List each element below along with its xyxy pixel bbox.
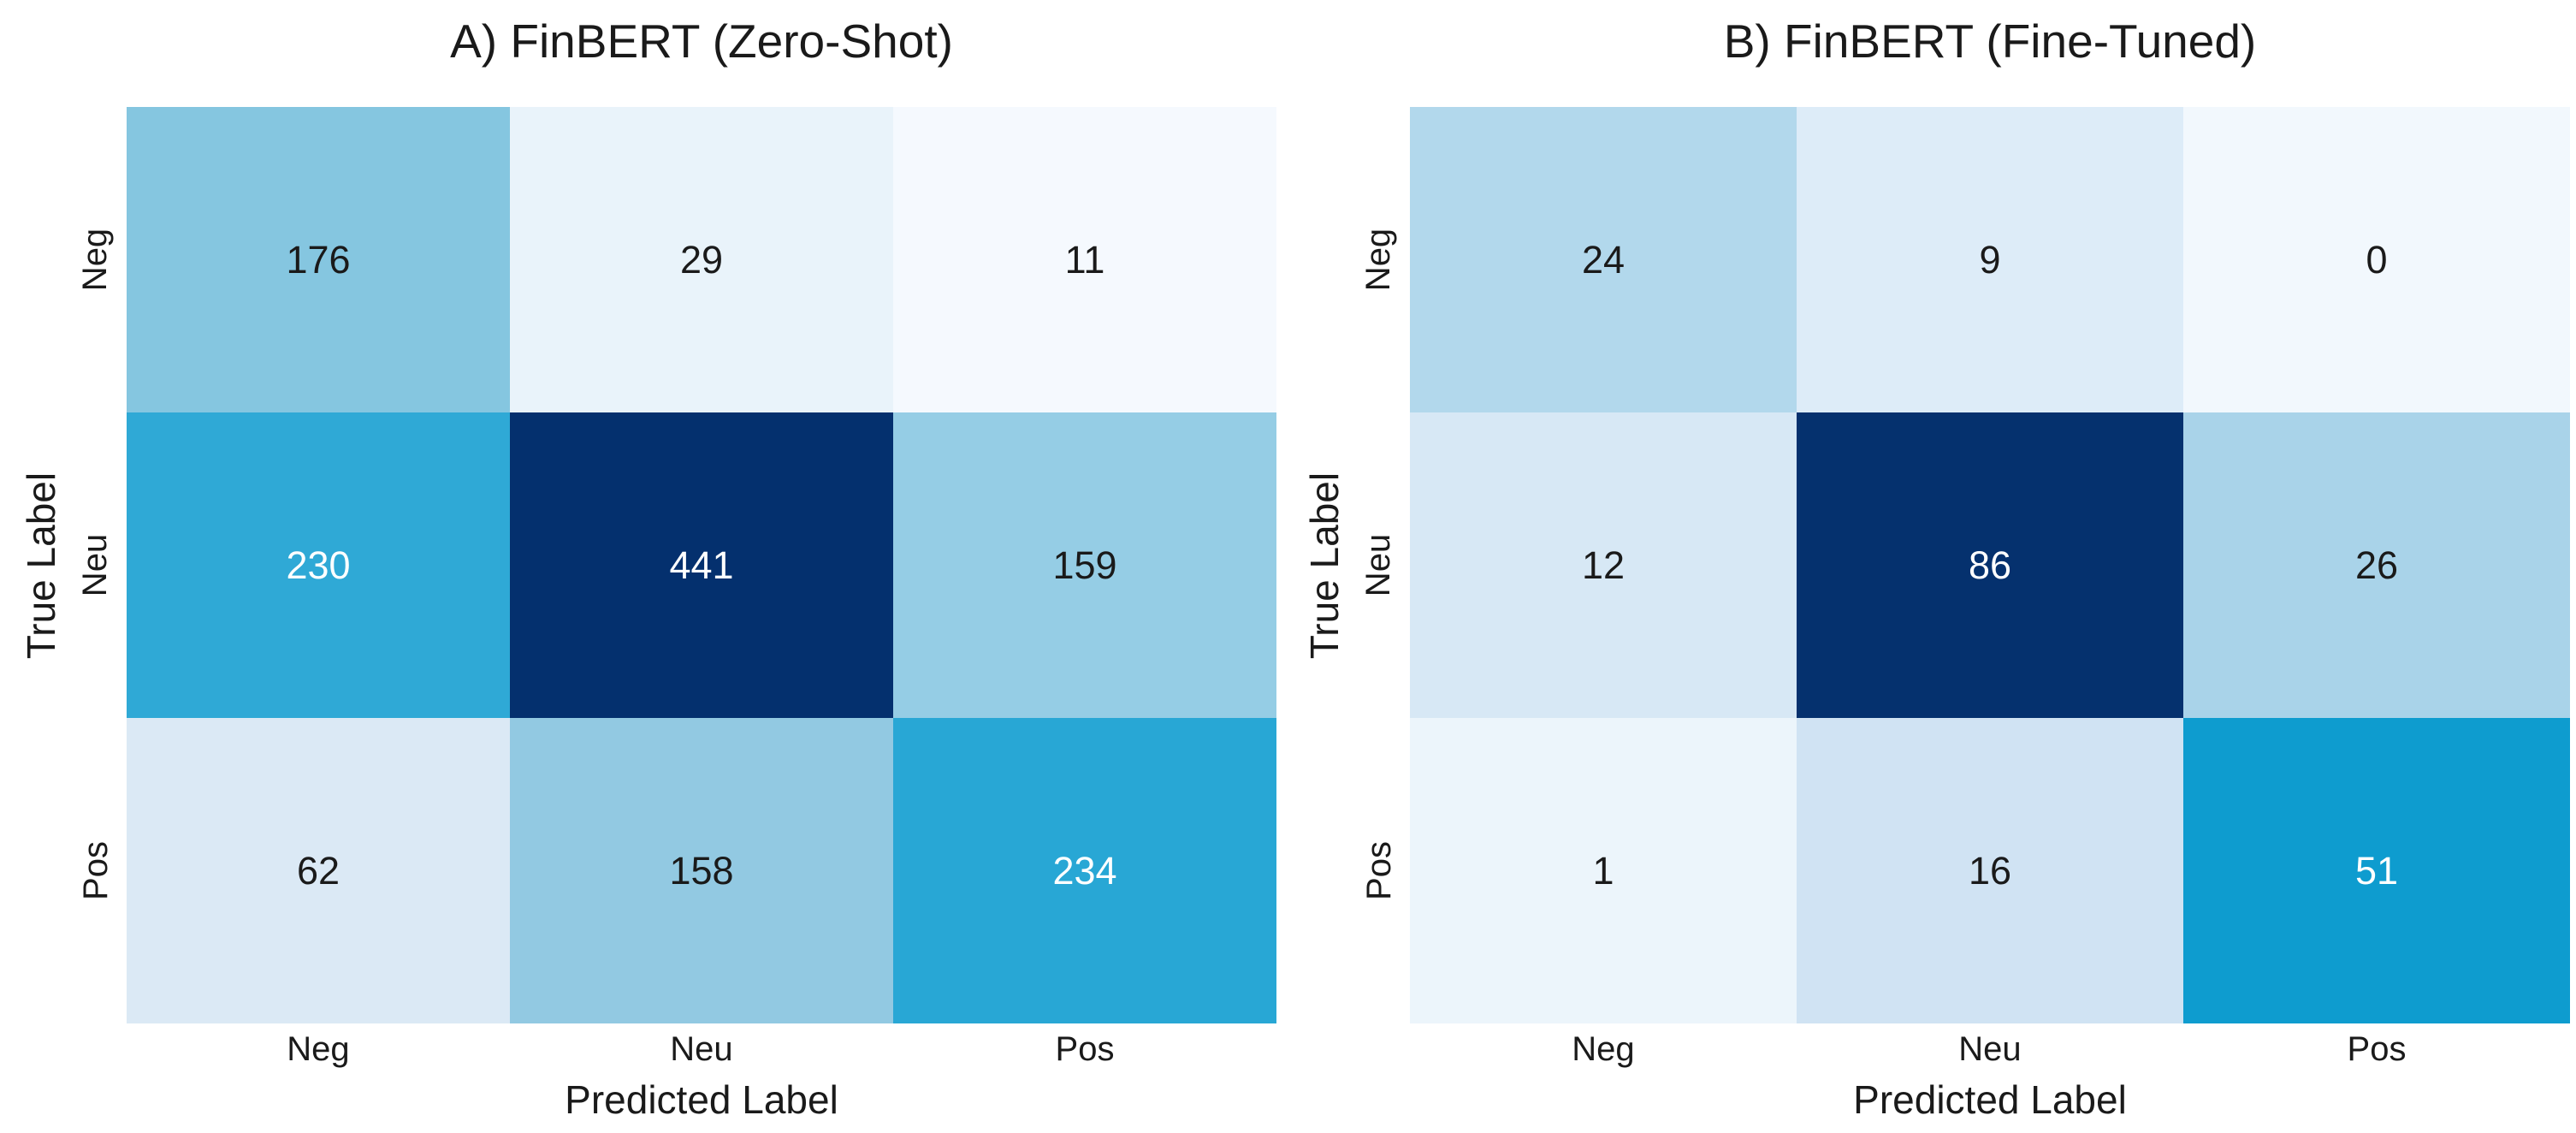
- heatmap-cell-value: 159: [1052, 543, 1117, 587]
- x-tick-label: Pos: [2347, 1030, 2407, 1068]
- y-tick-label: Neu: [74, 412, 118, 718]
- y-axis-ticks-a: Neg Neu Pos: [74, 107, 118, 1023]
- chart-title-a: A) FinBERT (Zero-Shot): [450, 15, 953, 68]
- heatmap-cell-value: 9: [1979, 237, 2001, 282]
- confusion-matrix-a: 176 29 11 230 441 159 62 158 234: [127, 107, 1276, 1023]
- heatmap-cell-value: 11: [1064, 237, 1105, 282]
- heatmap-cell-value: 62: [296, 848, 341, 893]
- x-tick-label: Neg: [287, 1030, 350, 1068]
- heatmap-cell-value: 16: [1968, 848, 2012, 893]
- heatmap-cell-value: 12: [1581, 543, 1626, 587]
- x-axis-label: Predicted Label: [1853, 1077, 2127, 1122]
- heatmap-cell-value: 1: [1592, 848, 1614, 893]
- heatmap-cell: 26: [2183, 412, 2570, 718]
- heatmap-cell: 62: [127, 718, 510, 1023]
- y-tick-label: Neg: [1357, 107, 1401, 412]
- heatmap-cell: 159: [893, 412, 1276, 718]
- heatmap-cell-value: 158: [669, 848, 734, 893]
- heatmap-cell-value: 86: [1968, 543, 2012, 587]
- y-tick-label: Neu: [1357, 412, 1401, 718]
- heatmap-cell-value: 176: [286, 237, 351, 282]
- heatmap-cell: 86: [1797, 412, 2183, 718]
- heatmap-cell: 176: [127, 107, 510, 412]
- y-tick-text: Neg: [1359, 228, 1398, 292]
- confusion-matrix-b: 24 9 0 12 86 26 1 16 51: [1410, 107, 2570, 1023]
- y-tick-text: Neg: [76, 228, 115, 292]
- x-tick-label: Pos: [1055, 1030, 1115, 1068]
- heatmap-cell: 441: [510, 412, 893, 718]
- y-axis-label: True Label: [19, 472, 63, 659]
- y-tick-label: Neg: [74, 107, 118, 412]
- heatmap-cell: 0: [2183, 107, 2570, 412]
- heatmap-cell-value: 230: [286, 543, 351, 587]
- heatmap-cell: 1: [1410, 718, 1797, 1023]
- x-axis-ticks-a: Neg Neu Pos: [127, 1030, 1276, 1075]
- y-axis-label: True Label: [1302, 472, 1347, 659]
- x-tick-label: Neu: [1958, 1030, 2022, 1068]
- heatmap-cell: 11: [893, 107, 1276, 412]
- chart-title-b: B) FinBERT (Fine-Tuned): [1723, 15, 2257, 68]
- x-axis-label: Predicted Label: [565, 1077, 838, 1122]
- y-tick-label: Pos: [74, 718, 118, 1023]
- heatmap-cell-value: 26: [2354, 543, 2399, 587]
- heatmap-cell: 158: [510, 718, 893, 1023]
- y-tick-text: Pos: [76, 841, 115, 900]
- heatmap-cell: 234: [893, 718, 1276, 1023]
- heatmap-cell-value: 0: [2366, 237, 2388, 282]
- y-tick-text: Neu: [76, 533, 115, 597]
- x-tick-label: Neu: [670, 1030, 733, 1068]
- heatmap-cell-value: 441: [669, 543, 734, 587]
- heatmap-cell: 16: [1797, 718, 2183, 1023]
- x-axis-ticks-b: Neg Neu Pos: [1410, 1030, 2570, 1075]
- x-tick-label: Neg: [1572, 1030, 1635, 1068]
- heatmap-cell: 51: [2183, 718, 2570, 1023]
- heatmap-cell: 9: [1797, 107, 2183, 412]
- heatmap-cell-value: 29: [679, 237, 724, 282]
- heatmap-cell: 29: [510, 107, 893, 412]
- y-tick-text: Neu: [1359, 533, 1398, 597]
- heatmap-cell-value: 51: [2354, 848, 2399, 893]
- y-tick-text: Pos: [1359, 841, 1398, 900]
- y-tick-label: Pos: [1357, 718, 1401, 1023]
- y-axis-label-box-b: True Label: [1302, 107, 1347, 1023]
- heatmap-cell-value: 234: [1052, 848, 1117, 893]
- y-axis-label-box-a: True Label: [19, 107, 63, 1023]
- heatmap-cell-value: 24: [1581, 237, 1626, 282]
- heatmap-cell: 230: [127, 412, 510, 718]
- heatmap-cell: 12: [1410, 412, 1797, 718]
- heatmap-cell: 24: [1410, 107, 1797, 412]
- y-axis-ticks-b: Neg Neu Pos: [1357, 107, 1401, 1023]
